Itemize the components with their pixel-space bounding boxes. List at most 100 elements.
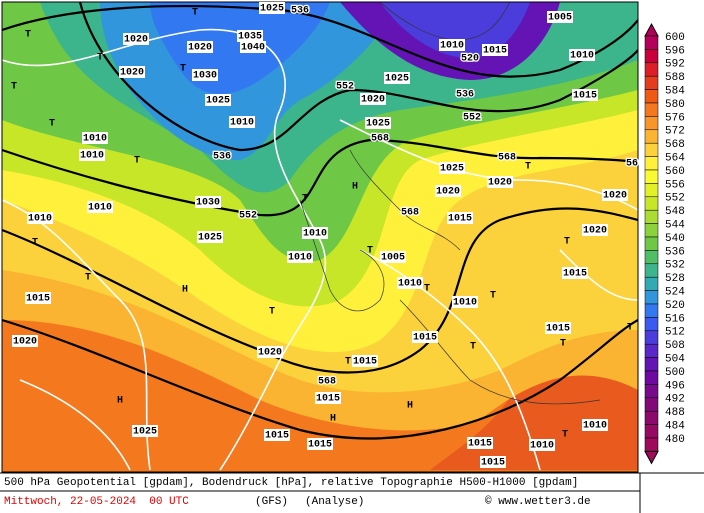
pressure-center: T: [627, 323, 633, 334]
pressure-label: 1030: [196, 198, 220, 209]
label-box: [439, 39, 465, 51]
colorbar-label: 588: [665, 72, 685, 84]
colorbar-label: 560: [665, 166, 685, 178]
pressure-label: 1015: [563, 269, 587, 280]
label-box: [439, 162, 465, 174]
label-box: [82, 132, 108, 144]
colorbar-label: 576: [665, 112, 685, 124]
pressure-center: T: [345, 357, 351, 368]
colorbar-swatch: [644, 169, 659, 184]
colorbar-label: 508: [665, 340, 685, 352]
model: (GFS): [255, 496, 288, 508]
pressure-label: 1010: [288, 253, 312, 264]
geopotential-label: 536: [456, 90, 474, 101]
label-box: [79, 149, 105, 161]
pressure-label: 1020: [603, 191, 627, 202]
colorbar-swatch: [644, 183, 659, 198]
colorbar-label: 480: [665, 434, 685, 446]
label-box: [452, 296, 478, 308]
pressure-label: 1020: [583, 226, 607, 237]
colorbar-swatch: [644, 75, 659, 90]
pressure-label: 1010: [440, 41, 464, 52]
colorbar-swatch: [644, 35, 659, 50]
colorbar-label: 564: [665, 153, 685, 165]
label-box: [480, 456, 506, 468]
colorbar-label: 484: [665, 421, 685, 433]
colorbar-swatch: [644, 276, 659, 291]
geopotential-label: 552: [239, 211, 257, 222]
pressure-label: 1015: [265, 431, 289, 442]
label-box: [397, 277, 423, 289]
coastlines: [299, 2, 601, 405]
colorbar-label: 572: [665, 126, 685, 138]
pressure-center: H: [182, 285, 188, 296]
pressure-label: 1010: [303, 229, 327, 240]
geopotential-label: 568: [498, 153, 516, 164]
colorbar-swatch: [644, 236, 659, 251]
pressure-center: T: [525, 162, 531, 173]
colorbar-swatch: [644, 410, 659, 425]
colorbar-swatch: [644, 303, 659, 318]
geopotential-label: 552: [336, 82, 354, 93]
pressure-label: 1025: [133, 427, 157, 438]
geopotential-label: 552: [463, 113, 481, 124]
label-box: [205, 94, 231, 106]
label-box: [119, 66, 145, 78]
label-box: [25, 292, 51, 304]
pressure-label: 1010: [28, 214, 52, 225]
pressure-center: T: [560, 339, 566, 350]
label-box: [87, 201, 113, 213]
label-box: [12, 335, 38, 347]
description: 500 hPa Geopotential [gpdam], Bodendruck…: [4, 477, 578, 489]
colorbar-label: 488: [665, 407, 685, 419]
pressure-center: H: [330, 414, 336, 425]
pressure-center: H: [407, 401, 413, 412]
colorbar-swatch: [644, 49, 659, 64]
run: (Analyse): [305, 496, 364, 508]
label-box: [380, 251, 406, 263]
colorbar-label: 540: [665, 233, 685, 245]
label-box: [195, 196, 221, 208]
pressure-center: H: [117, 396, 123, 407]
pressure-center: T: [269, 307, 275, 318]
pressure-label: 1030: [193, 71, 217, 82]
colorbar-swatch: [644, 343, 659, 358]
colorbar-label: 592: [665, 59, 685, 71]
label-box: [467, 437, 493, 449]
pressure-label: 1005: [548, 13, 572, 24]
label-box: [123, 33, 149, 45]
label-box: [27, 212, 53, 224]
colorbar-swatch: [644, 209, 659, 224]
label-box: [257, 346, 283, 358]
pressure-label: 1015: [483, 46, 507, 57]
colorbar-label: 580: [665, 99, 685, 111]
pressure-center: T: [490, 291, 496, 302]
pressure-label: 1025: [366, 119, 390, 130]
colorbar-swatch: [644, 250, 659, 265]
pressure-label: 1015: [546, 324, 570, 335]
colorbar-label: 596: [665, 45, 685, 57]
label-box: [302, 227, 328, 239]
label-box: [547, 11, 573, 23]
colorbar-label: 528: [665, 273, 685, 285]
colorbar-arrow-bottom: [644, 450, 659, 465]
pressure-label: 1015: [573, 91, 597, 102]
label-box: [572, 89, 598, 101]
label-box: [187, 41, 213, 53]
colorbar-label: 520: [665, 300, 685, 312]
colorbar-swatch: [644, 142, 659, 157]
pressure-label: 1010: [453, 298, 477, 309]
geopotential-label: 568: [371, 134, 389, 145]
pressure-label: 1015: [308, 440, 332, 451]
colorbar-arrow-top: [644, 22, 659, 37]
label-box: [197, 231, 223, 243]
pressure-label: 1020: [258, 348, 282, 359]
pressure-label: 1020: [13, 337, 37, 348]
pressure-center: T: [424, 284, 430, 295]
label-box: [545, 322, 571, 334]
label-box: [192, 69, 218, 81]
pressure-label: 1025: [260, 4, 284, 15]
pressure-label: 1015: [26, 294, 50, 305]
pressure-center: T: [32, 238, 38, 249]
